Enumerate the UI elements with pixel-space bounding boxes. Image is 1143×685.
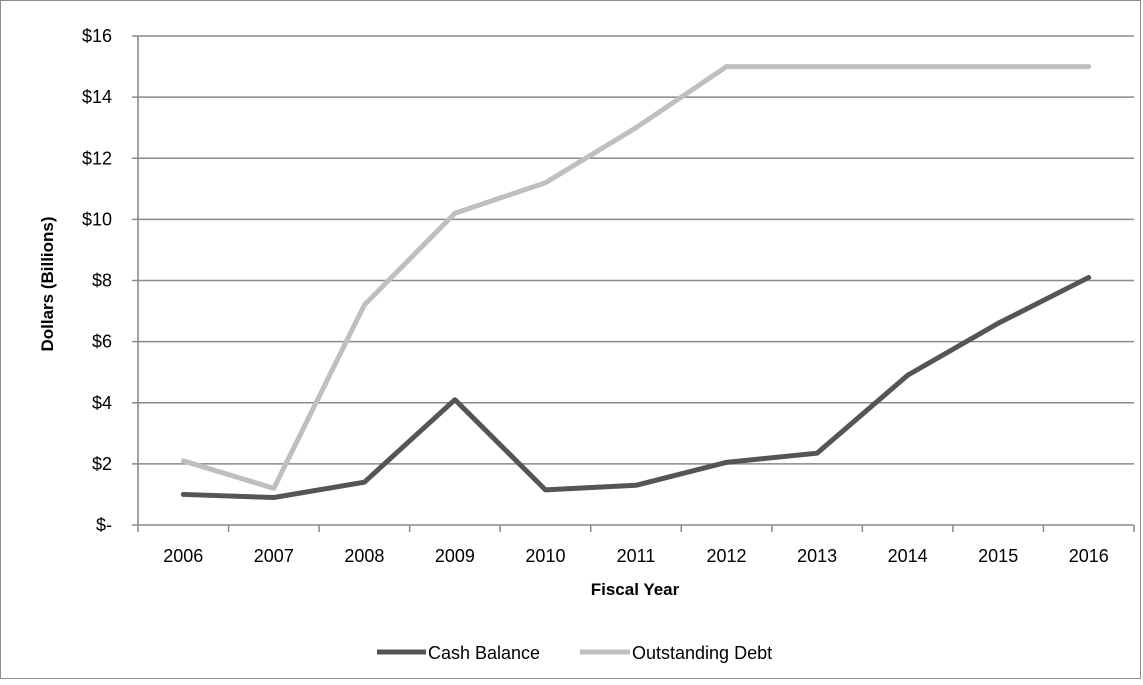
y-tick-label: $8 [92, 271, 112, 291]
y-tick-label: $- [96, 515, 112, 535]
data-point [814, 64, 820, 69]
data-point [271, 495, 277, 500]
data-point [814, 450, 820, 456]
x-tick-label: 2009 [435, 546, 475, 566]
data-point [362, 302, 367, 308]
data-point [905, 64, 910, 69]
legend: Cash Balance Outstanding Debt [377, 643, 772, 663]
x-tick-label: 2007 [254, 546, 294, 566]
y-tick-label: $4 [92, 393, 112, 413]
legend-label-outstanding-debt: Outstanding Debt [632, 643, 772, 663]
legend-label-cash-balance: Cash Balance [428, 643, 540, 663]
gridlines [132, 35, 1134, 526]
data-point [724, 64, 729, 69]
y-tick-label: $16 [82, 26, 112, 46]
data-point [1086, 64, 1091, 69]
data-point [633, 483, 639, 488]
y-tick-label: $14 [82, 87, 112, 107]
data-point [181, 492, 186, 497]
data-point [1086, 275, 1091, 280]
x-tick-label: 2015 [978, 546, 1018, 566]
axes [137, 36, 1135, 532]
data-point [543, 180, 548, 185]
y-tick-label: $6 [92, 332, 112, 352]
data-point [633, 125, 639, 130]
data-point [724, 460, 729, 465]
y-axis-title: Dollars (Billions) [38, 216, 57, 351]
x-tick-label: 2016 [1069, 546, 1109, 566]
y-tick-labels: $- $2 $4 $6 $8 $10 $12 $14 $16 [82, 26, 112, 535]
x-tick-label: 2010 [525, 546, 565, 566]
x-tick-label: 2014 [888, 546, 928, 566]
x-tick-label: 2012 [707, 546, 747, 566]
x-axis-title: Fiscal Year [591, 580, 680, 599]
x-tick-label: 2011 [617, 546, 656, 566]
data-point [181, 458, 186, 464]
data-point [452, 211, 458, 216]
y-tick-label: $12 [82, 148, 112, 168]
data-point [543, 487, 548, 493]
y-tick-label: $2 [92, 454, 112, 474]
data-point [271, 486, 277, 491]
x-tick-label: 2008 [344, 546, 384, 566]
data-point [362, 480, 367, 485]
data-point [995, 321, 1001, 326]
data-point [905, 373, 910, 378]
data-point [995, 64, 1001, 69]
x-tick-labels: 2006 2007 2008 2009 2010 2011 2012 2013 2014 2015… [163, 546, 1109, 566]
series-lines [180, 64, 1092, 500]
y-tick-label: $10 [82, 209, 112, 229]
x-tick-label: 2006 [163, 546, 203, 566]
data-point [452, 397, 458, 402]
x-tick-label: 2013 [797, 546, 837, 566]
